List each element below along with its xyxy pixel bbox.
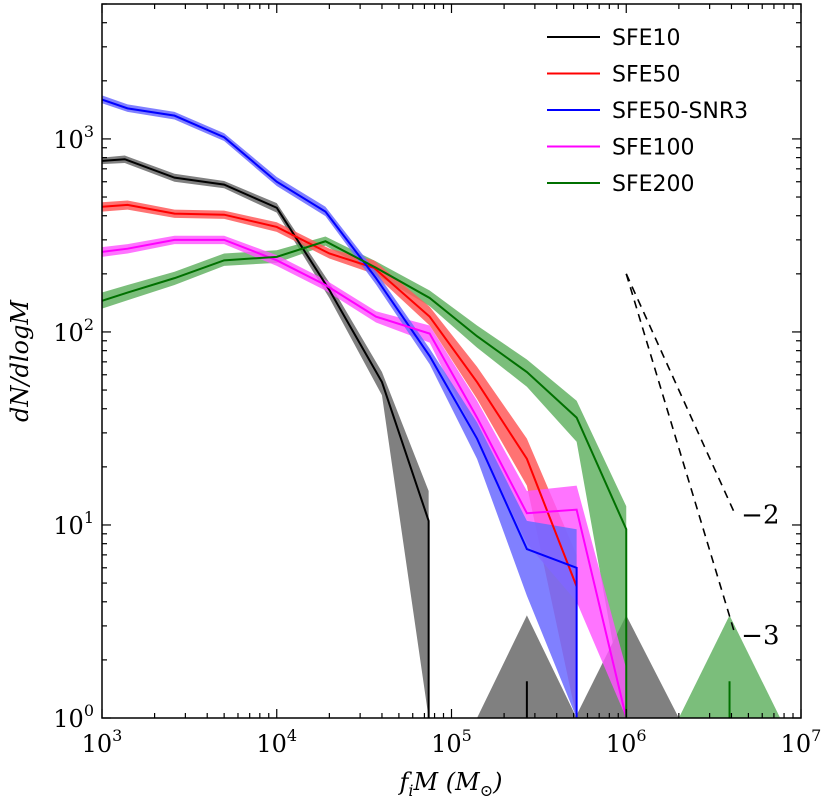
slope-label-2: −2 [741, 500, 779, 530]
y-tick-label: 102 [53, 315, 94, 347]
sfe100-line [102, 238, 628, 718]
sfe50-line [102, 203, 578, 587]
y-tick-label: 101 [53, 508, 94, 540]
slope-line-3 [625, 273, 736, 635]
legend-label-sfe10: SFE10 [612, 26, 681, 51]
sfe10-band-tail-1 [477, 615, 577, 718]
slope-annotations: −2 −3 [625, 273, 779, 651]
sfe200-band [102, 236, 627, 718]
legend-label-sfe50-snr3: SFE50-SNR3 [612, 99, 748, 124]
legend-label-sfe200: SFE200 [612, 172, 695, 197]
sfe200-band-tail-1 [678, 615, 781, 718]
slope-label-3: −3 [741, 621, 779, 651]
sfe10-line [102, 158, 430, 718]
legend-label-sfe100: SFE100 [612, 136, 695, 161]
legend: SFE10 SFE50 SFE50-SNR3 SFE100 SFE200 [547, 26, 748, 197]
y-tick-label: 103 [53, 122, 94, 154]
slope-line-2 [625, 273, 736, 515]
x-axis-label: fiM (M⊙) [398, 768, 503, 800]
sfe50-snr3-line [102, 98, 578, 718]
y-axis-label: dN/dlogM [6, 299, 34, 422]
series-lines [102, 98, 731, 718]
sfe200-line [102, 240, 628, 718]
legend-label-sfe50: SFE50 [612, 63, 681, 88]
y-tick-label: 100 [53, 701, 94, 733]
